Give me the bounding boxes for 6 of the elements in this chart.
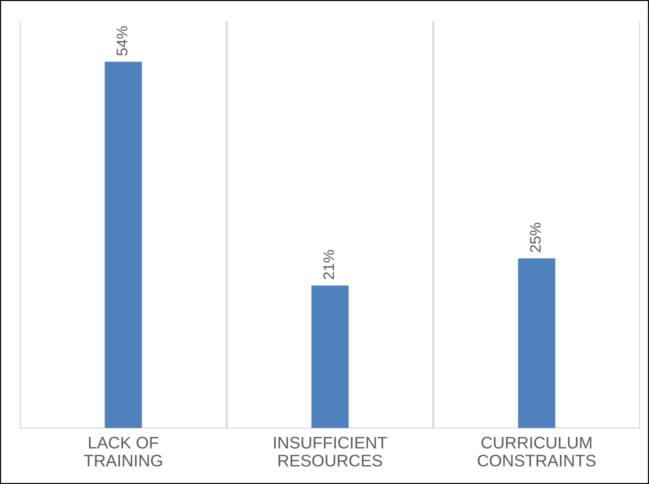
x-tick-label: INSUFFICIENT RESOURCES xyxy=(274,436,388,467)
data-label: 54% xyxy=(116,26,128,56)
data-label: 25% xyxy=(530,222,541,252)
data-label: 21% xyxy=(323,250,334,280)
x-tick-label: CURRICULUM CONSTRAINTS xyxy=(478,436,596,467)
x-tick-label: LACK OF TRAINING xyxy=(84,436,162,467)
